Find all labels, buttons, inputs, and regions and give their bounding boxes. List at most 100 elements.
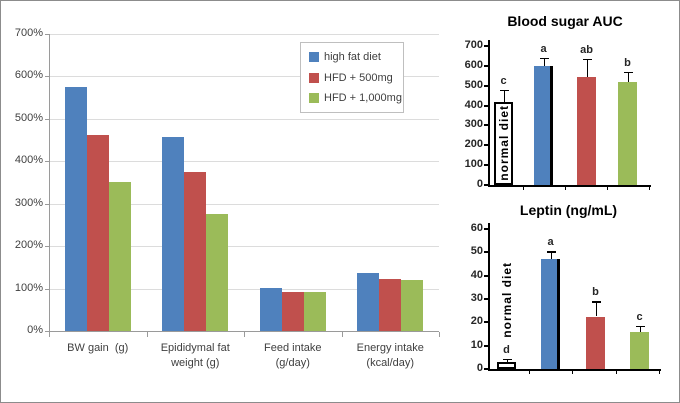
y-axis-label: 100	[464, 158, 483, 171]
bar-high-fat-diet	[541, 259, 560, 369]
y-axis-label: 500%	[14, 111, 43, 124]
y-axis-tick	[484, 344, 488, 347]
x-axis-tick	[341, 332, 343, 337]
chart-legend: high fat diet HFD + 500mg HFD + 1,000mg	[300, 42, 404, 113]
bar-hfd-500mg	[586, 316, 605, 369]
y-axis-label: 300	[464, 118, 483, 131]
y-axis-line	[488, 223, 490, 371]
category-label: BW gain (g)	[49, 341, 147, 356]
x-axis-tick	[146, 332, 148, 337]
y-axis-tick	[45, 203, 49, 205]
bar-hfd-1-000mg	[401, 280, 424, 331]
bar-hfd-500mg	[86, 134, 109, 331]
error-bar-cap	[623, 71, 633, 74]
legend-item: high fat diet	[309, 51, 403, 63]
y-axis-tick	[45, 331, 49, 332]
error-bar-line	[550, 251, 552, 260]
x-axis-tick	[244, 332, 245, 337]
y-axis-label: 400	[464, 98, 483, 111]
significance-letter: c	[636, 310, 643, 323]
y-axis-label: 50	[470, 245, 483, 258]
error-bar-line	[543, 57, 545, 66]
error-bar-line	[503, 89, 505, 102]
bar-hfd-500mg	[577, 76, 596, 185]
x-axis-tick	[649, 187, 650, 190]
gridline	[49, 246, 439, 248]
error-bar-cap	[591, 301, 601, 303]
category-line: BW gain (g)	[67, 342, 129, 354]
category-line: (g/day)	[275, 356, 310, 369]
gridline	[49, 161, 439, 163]
bar-high-fat-diet	[534, 65, 553, 185]
y-axis-tick	[45, 161, 49, 163]
legend-label: HFD + 500mg	[324, 71, 393, 84]
normal-diet-text: normal diet	[499, 262, 514, 338]
error-bar-line	[595, 301, 597, 317]
error-bar-cap	[502, 358, 512, 360]
category-line: Energy intake	[356, 342, 424, 354]
y-axis-tick	[484, 228, 488, 230]
bar-hfd-1-000mg	[206, 214, 229, 331]
y-axis-label: 30	[470, 292, 483, 304]
x-axis-tick	[523, 187, 524, 190]
legend-swatch	[309, 92, 319, 103]
bar-hfd-500mg	[379, 279, 402, 331]
significance-letter: a	[540, 42, 547, 55]
y-axis-label: 40	[470, 268, 483, 281]
x-axis-tick	[572, 371, 573, 374]
y-axis-tick	[45, 288, 49, 290]
y-axis-label: 0	[476, 362, 483, 374]
bar-hfd-1-000mg	[108, 181, 131, 331]
legend-swatch	[309, 72, 319, 83]
y-axis-tick	[45, 76, 49, 78]
y-axis-tick	[45, 246, 49, 248]
bar-high-fat-diet	[259, 287, 282, 331]
bar-hfd-1-000mg	[618, 81, 637, 185]
y-axis-label: 300%	[14, 196, 43, 209]
error-bar-line	[506, 358, 508, 362]
category-line: Epididymal fat	[160, 342, 230, 354]
y-axis-tick	[45, 34, 49, 35]
y-axis-tick	[484, 124, 488, 127]
x-axis-line	[488, 185, 651, 187]
error-bar-cap	[539, 57, 549, 60]
x-axis-tick	[607, 187, 608, 190]
category-line: (kcal/day)	[366, 356, 415, 369]
y-axis-line	[488, 40, 490, 187]
significance-letter: c	[500, 74, 507, 87]
bar-hfd-500mg	[281, 291, 304, 331]
category-label: Feed intake (g/day)	[244, 341, 342, 371]
category-line: Feed intake	[264, 342, 322, 354]
significance-letter: b	[624, 56, 631, 69]
y-axis-tick	[484, 164, 488, 167]
chart-title: Leptin (ng/mL)	[519, 202, 618, 218]
bar-high-fat-diet	[357, 272, 380, 331]
x-axis-tick	[565, 187, 566, 190]
gridline	[49, 34, 439, 35]
bar-normal-diet	[497, 362, 516, 369]
significance-letter: ab	[580, 43, 593, 56]
error-bar-line	[586, 58, 588, 77]
y-axis-tick	[484, 104, 488, 107]
y-axis-label: 0%	[27, 324, 43, 336]
x-axis-tick	[659, 371, 660, 374]
gridline	[49, 288, 439, 290]
y-axis-tick	[484, 144, 488, 147]
significance-letter: a	[547, 236, 554, 249]
bar-normal-diet: normal diet	[494, 101, 513, 185]
y-axis-label: 60	[470, 222, 483, 234]
y-axis-label: 700	[464, 39, 483, 51]
legend-label: HFD + 1,000mg	[324, 91, 402, 104]
y-axis-label: 500	[464, 78, 483, 91]
y-axis-label: 600%	[14, 69, 43, 82]
y-axis-tick	[484, 84, 488, 87]
error-bar-cap	[582, 58, 592, 61]
error-bar-line	[627, 71, 629, 82]
y-axis-label: 200	[464, 138, 483, 151]
y-axis-tick	[484, 251, 488, 254]
y-axis-label: 10	[470, 338, 483, 351]
y-axis-label: 600	[464, 58, 483, 71]
error-bar-cap	[546, 251, 556, 253]
